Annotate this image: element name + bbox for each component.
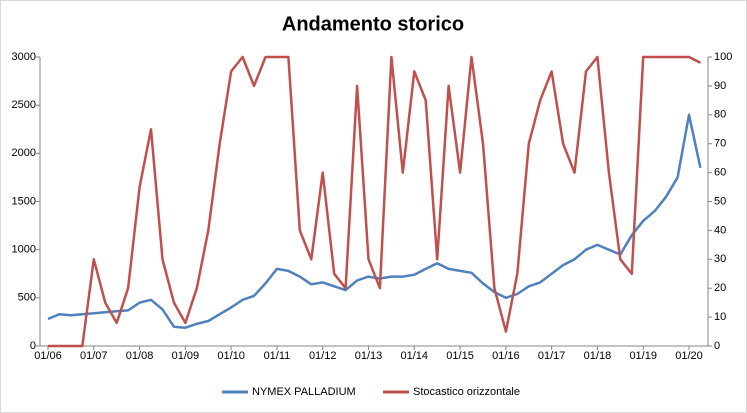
- x-tick-label: 01/20: [675, 350, 703, 362]
- y2-tick-label: 0: [714, 340, 720, 352]
- legend-label: Stocastico orizzontale: [413, 386, 520, 398]
- x-tick-label: 01/06: [34, 350, 62, 362]
- y-tick-label: 1000: [12, 244, 36, 256]
- y-tick-label: 500: [18, 292, 36, 304]
- x-tick-label: 01/09: [172, 350, 200, 362]
- y2-tick-label: 90: [714, 80, 726, 92]
- y2-tick-label: 10: [714, 311, 726, 323]
- series-line: [48, 55, 701, 348]
- y2-tick-label: 80: [714, 109, 726, 121]
- x-tick-label: 01/19: [629, 350, 657, 362]
- y-tick-label: 0: [30, 340, 36, 352]
- legend-label: NYMEX PALLADIUM: [252, 386, 356, 398]
- x-tick-label: 01/08: [126, 350, 154, 362]
- y-tick-label: 3000: [12, 51, 36, 63]
- series-line: [47, 113, 702, 329]
- x-tick-label: 01/10: [217, 350, 245, 362]
- x-tick-label: 01/13: [355, 350, 383, 362]
- x-tick-label: 01/18: [584, 350, 612, 362]
- x-tick-label: 01/14: [401, 350, 429, 362]
- x-tick-label: 01/11: [264, 350, 291, 362]
- x-tick-label: 01/07: [80, 350, 108, 362]
- y2-tick-label: 70: [714, 138, 726, 150]
- y-tick-label: 2000: [12, 147, 36, 159]
- y-tick-label: 1500: [12, 195, 36, 207]
- y-tick-label: 2500: [12, 99, 36, 111]
- x-tick-label: 01/16: [492, 350, 520, 362]
- x-tick-label: 01/17: [538, 350, 566, 362]
- chart-title: Andamento storico: [282, 13, 464, 35]
- y2-tick-label: 30: [714, 253, 726, 265]
- y2-tick-label: 20: [714, 282, 726, 294]
- y2-tick-label: 50: [714, 195, 726, 207]
- y2-tick-label: 100: [714, 51, 732, 63]
- x-tick-label: 01/12: [309, 350, 337, 362]
- y2-tick-label: 40: [714, 224, 726, 236]
- x-tick-label: 01/15: [446, 350, 474, 362]
- y2-tick-label: 60: [714, 167, 726, 179]
